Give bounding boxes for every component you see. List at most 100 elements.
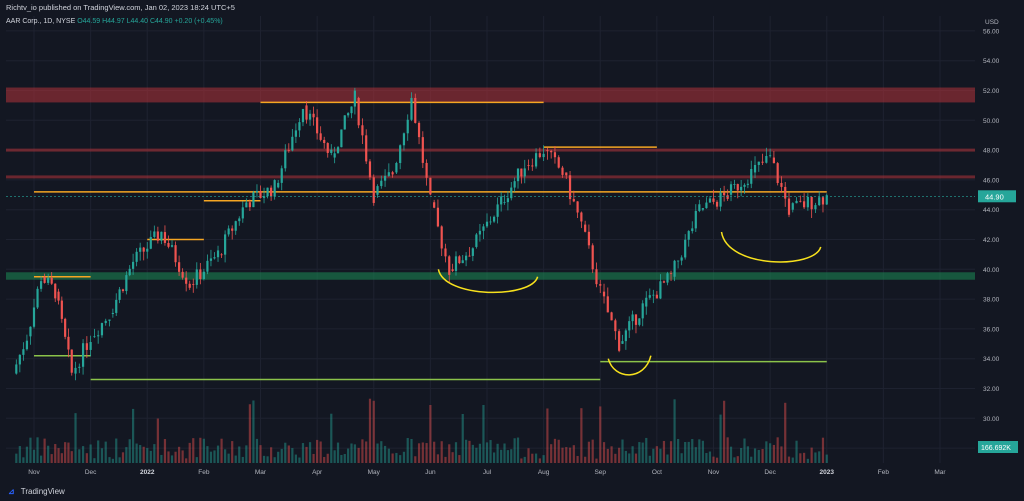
candle-body[interactable] [506,198,509,203]
candle-body[interactable] [614,320,617,332]
candle-body[interactable] [104,320,107,324]
candle-body[interactable] [131,261,135,269]
candle-body[interactable] [584,224,587,232]
highlight-curve[interactable] [720,231,822,263]
candle-body[interactable] [810,197,813,210]
candle-body[interactable] [277,182,280,188]
candle-body[interactable] [684,239,687,258]
candle-body[interactable] [591,245,594,270]
support-resistance-zone[interactable] [6,87,975,103]
candle-body[interactable] [139,247,142,252]
candle-body[interactable] [489,221,492,223]
candle-body[interactable] [248,202,251,208]
candle-body[interactable] [108,319,111,321]
candle-body[interactable] [478,230,482,235]
candle-body[interactable] [372,177,375,203]
price-axis[interactable]: USD28.0030.0032.0034.0036.0038.0040.0042… [983,19,1000,453]
candle-body[interactable] [118,289,121,300]
candle-body[interactable] [520,168,523,177]
candle-body[interactable] [421,137,424,163]
candle-body[interactable] [376,186,379,195]
candle-body[interactable] [36,288,39,308]
candle-body[interactable] [461,260,464,264]
candle-body[interactable] [475,234,478,247]
candle-body[interactable] [576,201,579,213]
last-price-badge[interactable] [978,190,1016,203]
volume-badge[interactable] [978,441,1018,453]
candle-body[interactable] [648,295,651,298]
candle-body[interactable] [266,187,269,197]
candle-body[interactable] [93,336,96,338]
candle-body[interactable] [291,136,294,151]
candle-body[interactable] [153,231,156,237]
candle-body[interactable] [729,184,733,195]
candle-body[interactable] [698,204,701,211]
candle-body[interactable] [454,256,458,271]
candle-body[interactable] [241,207,244,219]
candle-body[interactable] [15,364,18,374]
candle-body[interactable] [245,202,248,208]
candle-body[interactable] [365,135,368,162]
candle-body[interactable] [417,122,421,138]
candle-body[interactable] [294,130,297,137]
candle-body[interactable] [516,168,520,182]
candle-body[interactable] [550,150,553,153]
candle-body[interactable] [170,245,174,247]
candle-body[interactable] [227,228,230,235]
candle-body[interactable] [234,221,237,231]
candle-body[interactable] [753,164,757,173]
candle-body[interactable] [715,201,719,207]
candle-body[interactable] [492,216,496,222]
time-axis[interactable]: Nov Dec 2022 Feb Mar Apr May Jun Jul Aug Sep Oct Nov… [28,469,946,476]
candle-body[interactable] [391,172,394,175]
candle-body[interactable] [111,312,114,314]
candle-body[interactable] [818,197,821,206]
candle-body[interactable] [224,234,227,255]
candle-body[interactable] [606,296,609,313]
symbol-name[interactable]: AAR Corp., 1D, NYSE [6,18,76,25]
candle-body[interactable] [553,152,557,158]
candle-body[interactable] [287,150,290,152]
candle-body[interactable] [429,177,432,195]
candle-body[interactable] [387,172,390,176]
candle-body[interactable] [60,300,63,319]
candle-body[interactable] [333,153,336,158]
candle-body[interactable] [500,196,503,205]
candle-body[interactable] [326,143,329,153]
candle-body[interactable] [259,190,262,198]
candle-body[interactable] [701,208,704,210]
candle-body[interactable] [163,232,167,243]
candle-body[interactable] [765,155,768,163]
candle-body[interactable] [238,218,241,222]
candle-body[interactable] [414,97,417,123]
candle-body[interactable] [791,203,794,210]
candle-body[interactable] [510,187,513,199]
candle-body[interactable] [343,115,346,130]
support-resistance-zone[interactable] [6,272,975,280]
candle-body[interactable] [655,294,658,299]
candle-body[interactable] [231,228,234,231]
candle-body[interactable] [787,198,791,215]
candle-body[interactable] [750,169,753,184]
candle-body[interactable] [503,202,506,203]
candle-body[interactable] [780,182,783,187]
candle-body[interactable] [29,326,32,337]
candle-body[interactable] [81,343,85,367]
candle-body[interactable] [406,119,409,134]
candle-body[interactable] [188,283,191,288]
candle-body[interactable] [18,354,21,365]
candle-body[interactable] [330,149,333,153]
candle-body[interactable] [85,343,88,350]
candle-body[interactable] [440,226,443,249]
candle-body[interactable] [610,312,613,321]
candle-body[interactable] [410,97,413,120]
candle-body[interactable] [531,165,534,167]
candle-body[interactable] [128,268,131,276]
candle-body[interactable] [624,330,627,342]
candle-body[interactable] [192,284,195,285]
candle-body[interactable] [825,195,828,205]
candle-body[interactable] [353,90,356,107]
candle-body[interactable] [769,155,772,157]
candle-body[interactable] [795,200,798,204]
